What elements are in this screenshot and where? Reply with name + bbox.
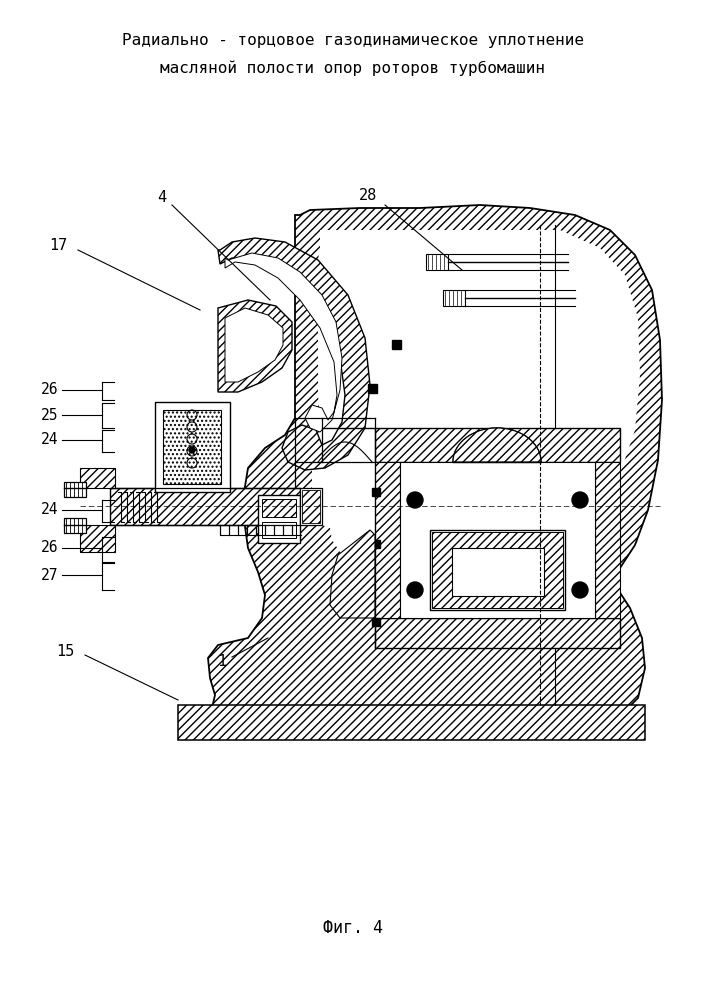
Bar <box>452 548 544 596</box>
Text: 15: 15 <box>56 645 74 660</box>
Polygon shape <box>330 530 375 618</box>
Polygon shape <box>375 462 400 618</box>
Bar <box>443 290 465 306</box>
Circle shape <box>572 582 588 598</box>
Bar <box>368 384 377 393</box>
Polygon shape <box>225 308 283 382</box>
Bar <box>400 462 595 618</box>
Bar <box>300 488 322 525</box>
Text: 27: 27 <box>41 568 59 582</box>
Circle shape <box>189 447 195 453</box>
Polygon shape <box>225 253 342 432</box>
Bar <box>372 488 380 496</box>
Text: Радиально - торцовое газодинамическое уплотнение: Радиально - торцовое газодинамическое уп… <box>122 32 584 47</box>
Text: 26: 26 <box>41 540 59 556</box>
Text: 4: 4 <box>158 190 167 206</box>
Text: 1: 1 <box>218 654 226 670</box>
Polygon shape <box>178 705 645 740</box>
Bar <box>64 482 86 497</box>
Bar <box>430 530 565 610</box>
Polygon shape <box>110 488 300 525</box>
Text: 24: 24 <box>41 432 59 448</box>
Bar <box>64 518 86 533</box>
Bar <box>392 340 401 349</box>
Bar <box>155 402 230 492</box>
Polygon shape <box>432 532 563 608</box>
Text: 24: 24 <box>41 502 59 518</box>
Bar <box>426 254 448 270</box>
Polygon shape <box>218 238 370 470</box>
Text: Фиг. 4: Фиг. 4 <box>323 919 383 937</box>
Text: 28: 28 <box>359 188 377 204</box>
Polygon shape <box>218 300 292 392</box>
Bar <box>262 499 296 517</box>
Circle shape <box>407 492 423 508</box>
Text: 25: 25 <box>41 408 59 422</box>
Circle shape <box>572 492 588 508</box>
Text: 26: 26 <box>41 382 59 397</box>
Bar <box>372 618 380 626</box>
Polygon shape <box>453 428 541 462</box>
Text: масляной полости опор роторов турбомашин: масляной полости опор роторов турбомашин <box>160 60 546 76</box>
Polygon shape <box>595 462 620 618</box>
Polygon shape <box>80 525 115 552</box>
Text: 17: 17 <box>49 237 67 252</box>
Polygon shape <box>200 205 662 737</box>
Polygon shape <box>80 468 115 488</box>
Polygon shape <box>375 618 620 648</box>
Bar <box>258 495 300 543</box>
Polygon shape <box>375 428 620 462</box>
Polygon shape <box>312 230 640 558</box>
Bar <box>372 540 380 548</box>
Bar <box>262 522 296 538</box>
Circle shape <box>407 582 423 598</box>
Polygon shape <box>302 490 320 523</box>
Bar <box>163 410 221 484</box>
